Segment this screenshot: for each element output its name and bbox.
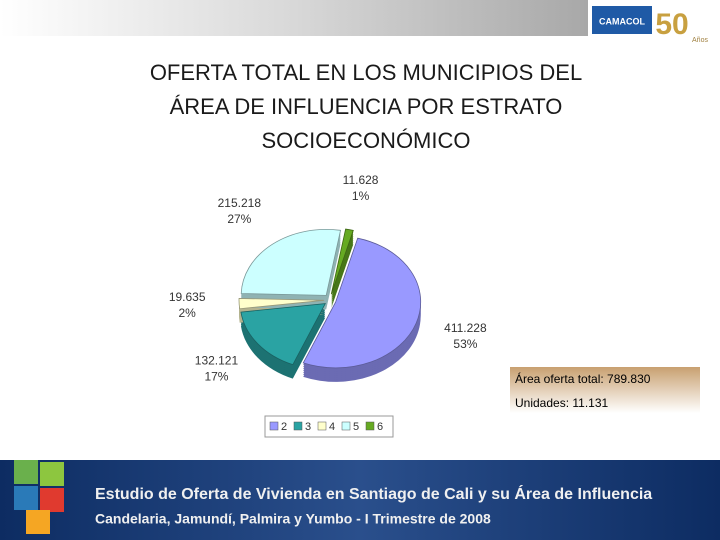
pie: 411.228 53% 132.121 17% 19.635 2% 215.218 27% 11… <box>169 173 487 384</box>
legend-swatch <box>293 421 303 431</box>
legend-label: 5 <box>353 421 359 433</box>
slice <box>302 237 422 369</box>
percentage-label: 53% <box>453 337 477 351</box>
slice <box>240 303 326 366</box>
percentage-label: 17% <box>204 369 228 383</box>
value-label: 215.218 <box>218 196 262 210</box>
logo-box <box>592 6 652 34</box>
top-bar <box>0 0 588 36</box>
anniversary: 50 <box>655 8 688 41</box>
footer-title: Estudio de Oferta de Vivienda en Santiag… <box>95 484 652 503</box>
value-label: 19.635 <box>169 290 206 304</box>
puzzle-piece <box>40 488 64 512</box>
note-box <box>510 367 700 413</box>
slice-side <box>331 243 354 309</box>
slice <box>238 298 325 310</box>
note: Área oferta total: 789.830 <box>515 371 651 386</box>
slice-side <box>331 235 354 301</box>
legend-swatch <box>341 421 351 431</box>
slice-side <box>331 233 354 299</box>
anniversary-label: Años <box>692 37 708 44</box>
value-label: 411.228 <box>444 321 487 335</box>
legend-box <box>264 415 394 438</box>
value-label: 132.121 <box>195 353 239 367</box>
logo: CAMACOL <box>599 16 645 26</box>
puzzle-piece <box>14 460 38 484</box>
legend-swatch <box>365 421 375 431</box>
legend-label: 2 <box>281 421 287 433</box>
slice <box>330 228 354 295</box>
note: Unidades: 11.131 <box>515 396 609 410</box>
puzzle-piece <box>26 510 50 534</box>
banner <box>0 460 720 540</box>
footer-subtitle: Candelaria, Jamundí, Palmira y Yumbo - I… <box>95 511 491 527</box>
chart-title: OFERTA TOTAL EN LOS MUNICIPIOS DEL ÁREA D… <box>150 60 582 153</box>
slice-side <box>331 239 354 305</box>
percentage-label: 27% <box>227 212 251 226</box>
legend-label: 6 <box>377 421 383 433</box>
percentage-label: 2% <box>179 306 197 320</box>
value-label: 11.628 <box>343 173 379 187</box>
legend-label: 4 <box>329 421 335 433</box>
legend-swatch <box>269 421 279 431</box>
legend-swatch <box>317 421 327 431</box>
puzzle-piece <box>40 462 64 486</box>
puzzle-piece <box>14 486 38 510</box>
slice-side <box>331 241 354 307</box>
slice-side <box>331 237 354 303</box>
legend-label: 3 <box>305 421 311 433</box>
percentage-label: 1% <box>352 189 370 203</box>
slice <box>240 228 342 296</box>
